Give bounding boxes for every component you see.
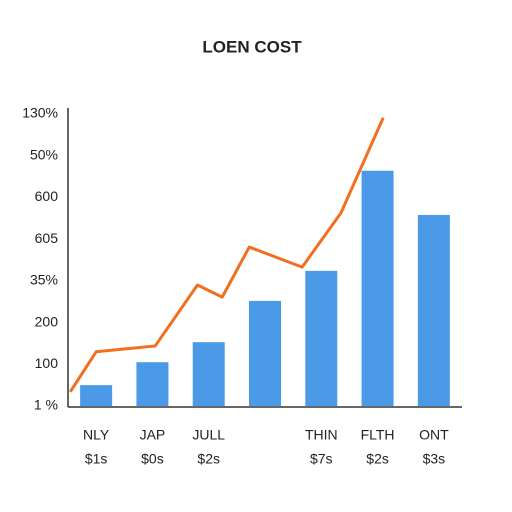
x-tick-sublabel: $3s [423,451,446,467]
x-tick-sublabel: $1s [85,451,108,467]
x-tick-label: ONT [419,427,449,443]
y-tick-label: 600 [35,188,59,204]
bar [249,300,281,406]
x-tick-sublabel: $2s [197,451,220,467]
y-tick-label: 1 % [34,397,58,413]
x-tick-sublabel: $2s [366,451,389,467]
y-tick-label: 35% [30,272,58,288]
bar [305,270,338,406]
x-tick-label: FLTH [361,427,395,443]
x-tick-sublabel: $7s [310,451,333,467]
chart-title: LOEN COST [202,37,302,56]
x-tick-label: THIN [305,427,338,443]
x-tick-sublabel: $0s [141,451,164,467]
y-tick-label: 100 [35,355,59,371]
x-tick-label: JAP [140,427,166,443]
y-tick-label: 605 [35,230,59,246]
bar [417,214,450,406]
y-tick-label: 130% [22,105,58,121]
y-tick-label: 50% [30,146,58,162]
y-tick-label: 200 [35,313,59,329]
x-tick-label: NLY [83,427,110,443]
bar [192,342,225,406]
line-series [68,117,385,393]
x-tick-label: JULL [192,427,225,443]
bar [80,385,113,406]
bar [361,170,394,406]
bar [136,362,169,406]
